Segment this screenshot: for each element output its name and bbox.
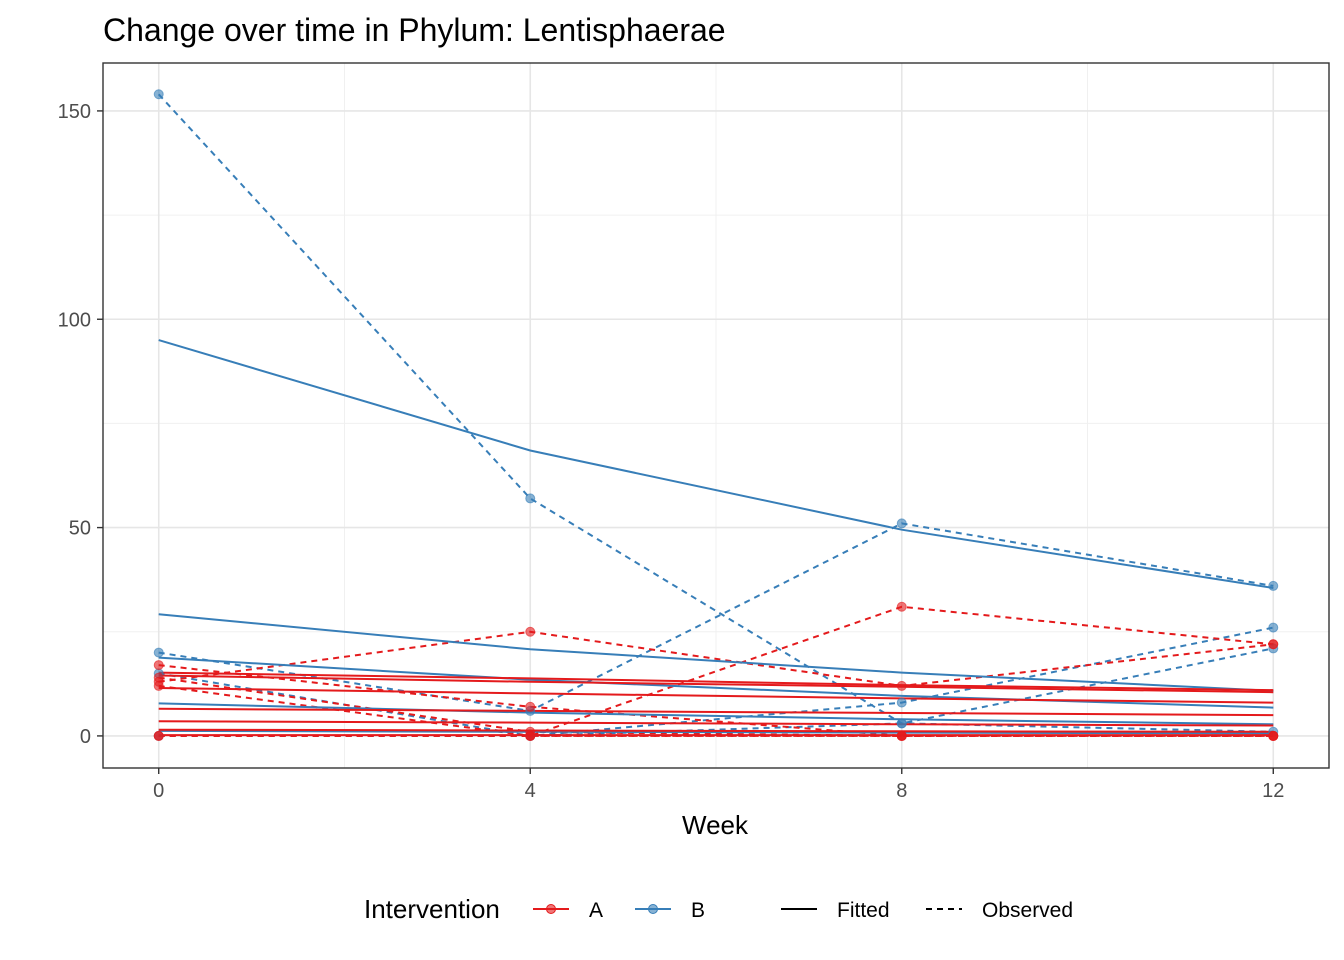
- legend-key-point-a: [546, 904, 556, 914]
- y-axis: 0 50 100 150: [58, 101, 103, 748]
- series-points: [153, 89, 1279, 741]
- y-tick-label: 50: [69, 518, 91, 540]
- data-point-a-9-0: [153, 730, 164, 741]
- series-line-a-fitted-19: [158, 720, 1274, 727]
- series-line-b-observed-1: [158, 522, 1274, 712]
- legend-key-point-b: [648, 904, 658, 914]
- y-tick-label: 0: [80, 726, 91, 748]
- series-line-a-observed-8: [158, 676, 1274, 737]
- series-line-a-observed-4: [158, 630, 1274, 687]
- series-line-b-fitted-11: [158, 613, 1274, 692]
- data-point-a-4-2: [896, 680, 907, 691]
- data-point-a-8-0: [153, 672, 164, 683]
- data-point-b-1-2: [896, 518, 907, 529]
- data-point-a-6-1: [525, 701, 536, 712]
- series-line-b-fitted-14: [158, 729, 1274, 735]
- series-line-b-fitted-10: [158, 339, 1274, 589]
- legend-items: A B Fitted Observed: [533, 899, 1073, 922]
- x-axis: 0 4 8 12: [153, 768, 1284, 802]
- series-line-a-observed-7: [158, 684, 1274, 737]
- data-point-a-9-2: [896, 730, 907, 741]
- series-line-a-observed-5: [158, 605, 1274, 737]
- data-point-b-0-1: [525, 493, 536, 504]
- legend-label-b: B: [691, 899, 705, 922]
- plot-border: [102, 62, 1330, 769]
- series-line-a-fitted-18: [158, 707, 1274, 717]
- series-line-a-fitted-15: [158, 671, 1274, 692]
- data-point-b-2-3: [1268, 622, 1279, 633]
- series-line-a-fitted-17: [158, 687, 1274, 704]
- grid-minor: [103, 63, 1329, 768]
- legend-title: Intervention: [364, 894, 500, 924]
- data-point-a-4-1: [525, 626, 536, 637]
- data-point-a-9-3: [1268, 730, 1279, 741]
- data-point-a-5-3: [1268, 639, 1279, 650]
- data-point-b-1-0: [153, 647, 164, 658]
- series-line-b-fitted-13: [158, 702, 1274, 726]
- data-point-a-7-0: [153, 680, 164, 691]
- legend-label-observed: Observed: [982, 899, 1073, 922]
- series-lines: [157, 93, 1274, 737]
- legend-label-fitted: Fitted: [837, 899, 890, 922]
- data-point-a-5-2: [896, 601, 907, 612]
- x-tick-label: 4: [525, 780, 536, 802]
- x-tick-label: 8: [896, 780, 907, 802]
- series-line-a-fitted-16: [158, 674, 1274, 694]
- x-tick-label: 0: [153, 780, 164, 802]
- x-tick-label: 12: [1262, 780, 1284, 802]
- series-line-a-fitted-20: [158, 728, 1274, 733]
- legend: Intervention A B Fitted Observed: [364, 894, 1073, 924]
- x-axis-title: Week: [682, 810, 749, 840]
- data-point-a-6-0: [153, 660, 164, 671]
- data-point-b-1-3: [1268, 580, 1279, 591]
- y-tick-label: 150: [58, 101, 91, 123]
- legend-label-a: A: [589, 899, 603, 922]
- data-point-b-0-0: [153, 89, 164, 100]
- chart-title: Change over time in Phylum: Lentisphaera…: [103, 12, 726, 48]
- y-tick-label: 100: [58, 309, 91, 331]
- data-point-b-2-2: [896, 697, 907, 708]
- series-line-b-fitted-12: [158, 656, 1274, 709]
- data-point-a-9-1: [525, 730, 536, 741]
- data-point-b-3-2: [896, 718, 907, 729]
- series-line-b-observed-0: [157, 93, 1274, 733]
